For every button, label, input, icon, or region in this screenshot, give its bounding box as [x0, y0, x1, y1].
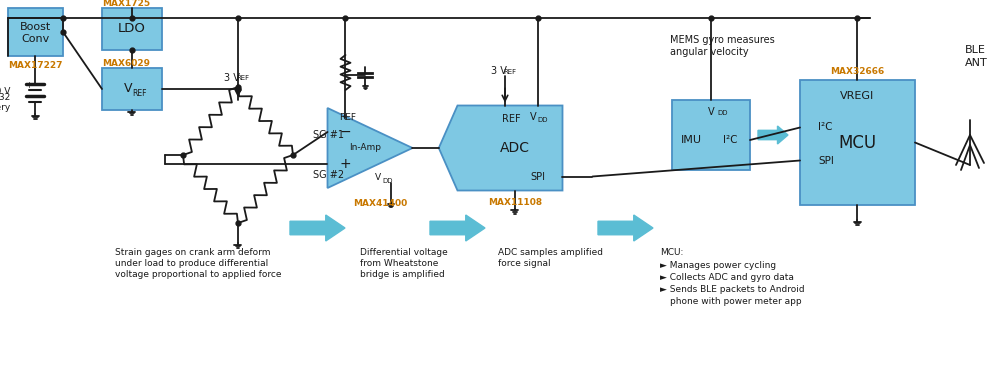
Text: ADC: ADC: [500, 141, 529, 155]
Text: Conv: Conv: [21, 34, 49, 44]
Text: under load to produce differential: under load to produce differential: [115, 259, 268, 268]
Text: Strain gages on crank arm deform: Strain gages on crank arm deform: [115, 248, 271, 257]
Text: BLE: BLE: [964, 45, 985, 55]
Polygon shape: [758, 126, 788, 144]
Text: LDO: LDO: [118, 23, 146, 35]
Text: angular velocity: angular velocity: [669, 47, 747, 57]
Text: force signal: force signal: [498, 259, 550, 268]
Text: MAX6029: MAX6029: [102, 59, 150, 69]
Bar: [102, 8, 162, 50]
Text: V: V: [529, 111, 536, 121]
Text: phone with power meter app: phone with power meter app: [669, 297, 801, 306]
Text: MAX32666: MAX32666: [830, 68, 884, 76]
Text: SPI: SPI: [818, 155, 833, 166]
Text: MAX41400: MAX41400: [353, 199, 407, 207]
Text: −: −: [339, 125, 351, 139]
Text: 3.0 V: 3.0 V: [0, 87, 10, 96]
Bar: [800, 80, 914, 205]
Text: DD: DD: [536, 117, 547, 123]
Bar: [671, 100, 749, 170]
Text: V: V: [123, 83, 132, 96]
Text: bridge is amplified: bridge is amplified: [360, 270, 444, 279]
Text: DD: DD: [382, 178, 392, 184]
Text: SPI: SPI: [529, 172, 544, 182]
Text: REF: REF: [339, 114, 356, 123]
Text: voltage proportional to applied force: voltage proportional to applied force: [115, 270, 282, 279]
Text: REF: REF: [235, 75, 248, 81]
Polygon shape: [430, 215, 485, 241]
Text: Differential voltage: Differential voltage: [360, 248, 447, 257]
Text: V: V: [707, 107, 713, 117]
Text: In-Amp: In-Amp: [349, 144, 381, 152]
Text: ► Collects ADC and gyro data: ► Collects ADC and gyro data: [659, 273, 794, 282]
Text: 3 V: 3 V: [223, 73, 239, 83]
Text: I²C: I²C: [818, 123, 832, 132]
Text: Boost: Boost: [20, 22, 51, 32]
Text: MAX17227: MAX17227: [8, 62, 63, 70]
Polygon shape: [597, 215, 652, 241]
Text: MCU:: MCU:: [659, 248, 682, 257]
Text: DD: DD: [716, 110, 726, 116]
Text: REF: REF: [501, 114, 520, 124]
Polygon shape: [438, 106, 562, 190]
Text: MAX11108: MAX11108: [487, 198, 541, 207]
Text: IMU: IMU: [680, 135, 701, 145]
Text: SG #2: SG #2: [313, 170, 344, 180]
Text: ► Sends BLE packets to Android: ► Sends BLE packets to Android: [659, 285, 804, 294]
Text: MEMS gyro measures: MEMS gyro measures: [669, 35, 774, 45]
Text: +: +: [339, 157, 351, 171]
Text: V: V: [375, 173, 381, 183]
Polygon shape: [290, 215, 345, 241]
Text: +: +: [26, 82, 32, 90]
Text: SG #1: SG #1: [313, 130, 344, 140]
Text: ► Manages power cycling: ► Manages power cycling: [659, 261, 776, 270]
Text: CR2032: CR2032: [0, 93, 10, 101]
Text: from Wheatstone: from Wheatstone: [360, 259, 438, 268]
Bar: [8, 8, 63, 56]
Text: ANT: ANT: [964, 58, 987, 68]
Text: REF: REF: [132, 90, 147, 99]
Text: I²C: I²C: [722, 135, 737, 145]
Text: 3 V: 3 V: [491, 66, 506, 76]
Text: MCU: MCU: [838, 134, 876, 152]
Polygon shape: [328, 108, 412, 188]
Text: VREGI: VREGI: [840, 91, 874, 101]
Text: ADC samples amplified: ADC samples amplified: [498, 248, 602, 257]
Text: REF: REF: [502, 69, 516, 76]
Text: battery: battery: [0, 103, 10, 111]
Text: MAX1725: MAX1725: [102, 0, 150, 7]
Bar: [102, 68, 162, 110]
